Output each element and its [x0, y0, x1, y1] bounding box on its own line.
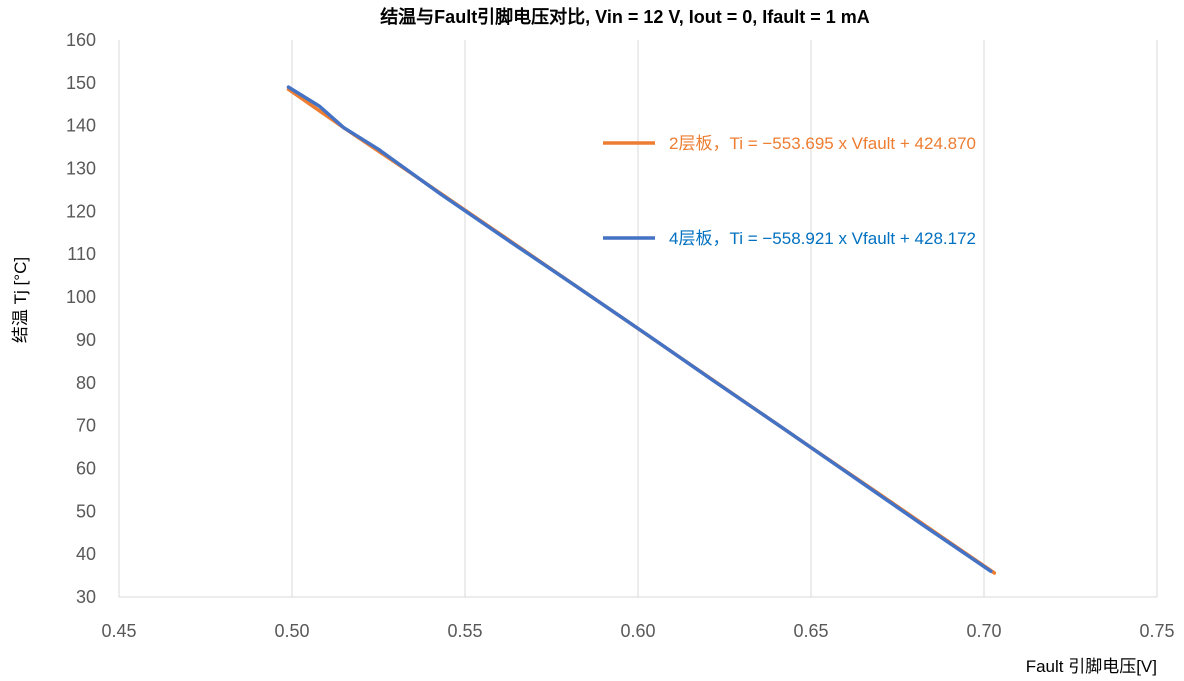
y-tick-label: 160	[66, 30, 96, 50]
x-tick-label: 0.60	[620, 621, 655, 641]
y-tick-labels: 30 40 50 60 70 80 90 100 110 120 130 140 150 160	[66, 30, 96, 607]
series-lines	[286, 85, 997, 575]
series-line-2	[286, 85, 993, 574]
y-tick-label: 50	[76, 501, 96, 521]
legend: 2层板，Ti = −553.695 x Vfault + 424.870 4层板，…	[603, 134, 976, 248]
x-tick-label: 0.55	[447, 621, 482, 641]
x-tick-label: 0.65	[793, 621, 828, 641]
x-tick-labels: 0.45 0.50 0.55 0.60 0.65 0.70 0.75	[101, 621, 1174, 641]
y-tick-label: 70	[76, 416, 96, 436]
x-tick-label: 0.50	[274, 621, 309, 641]
chart-title: 结温与Fault引脚电压对比, Vin = 12 V, Iout = 0, If…	[380, 6, 870, 27]
x-axis-label: Fault 引脚电压[V]	[1026, 657, 1157, 676]
y-tick-label: 90	[76, 330, 96, 350]
y-tick-label: 40	[76, 544, 96, 564]
x-tick-label: 0.70	[966, 621, 1001, 641]
y-tick-label: 110	[67, 244, 96, 264]
x-tick-label: 0.75	[1139, 621, 1174, 641]
legend-label-1: 2层板，Ti = −553.695 x Vfault + 424.870	[669, 134, 976, 153]
y-tick-label: 60	[76, 458, 96, 478]
y-tick-label: 130	[66, 159, 96, 179]
x-tick-label: 0.45	[101, 621, 136, 641]
y-tick-label: 30	[76, 587, 96, 607]
y-tick-label: 80	[76, 373, 96, 393]
y-tick-label: 150	[66, 73, 96, 93]
y-axis-label: 结温 Tj [°C]	[11, 257, 30, 343]
gridlines	[118, 40, 1158, 598]
y-tick-label: 100	[66, 287, 96, 307]
y-tick-label: 120	[66, 201, 96, 221]
legend-label-2: 4层板，Ti = −558.921 x Vfault + 428.172	[669, 229, 976, 248]
y-tick-label: 140	[66, 116, 96, 136]
